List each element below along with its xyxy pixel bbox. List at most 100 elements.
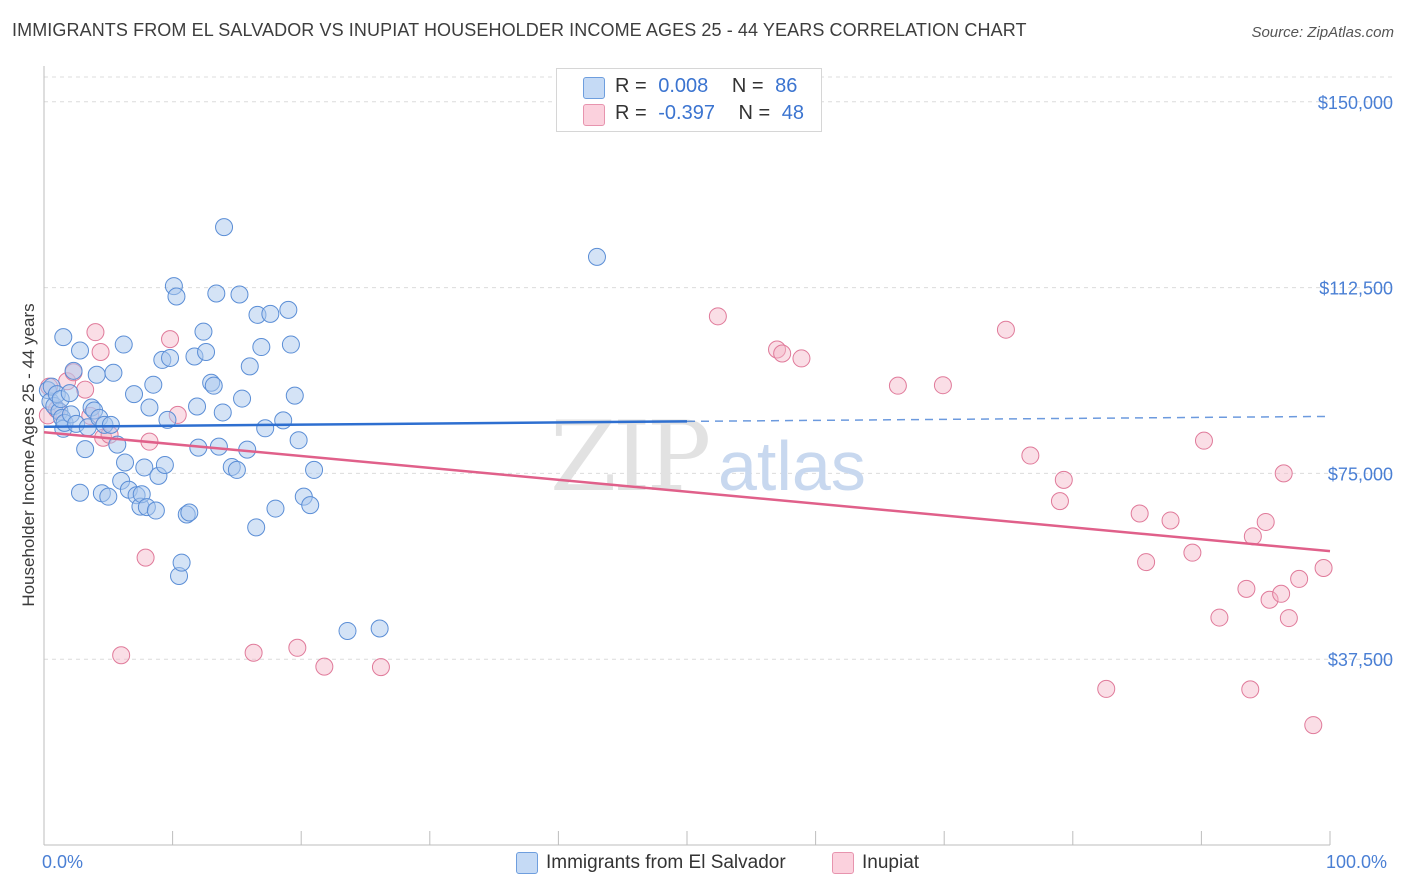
legend-swatch-pink xyxy=(583,104,605,126)
inupiat-point xyxy=(1054,470,1073,489)
el-salvador-point xyxy=(87,365,106,384)
inupiat-point xyxy=(1260,590,1279,609)
el-salvador-point xyxy=(301,496,320,515)
inupiat-point xyxy=(112,646,131,665)
el-salvador-point xyxy=(194,322,213,341)
inupiat-point xyxy=(1210,608,1229,627)
el-salvador-point xyxy=(305,460,324,479)
inupiat-point xyxy=(1314,559,1333,578)
el-salvador-point xyxy=(101,415,120,434)
el-salvador-point xyxy=(338,621,357,640)
el-salvador-point xyxy=(172,553,191,572)
legend-n-value: 86 xyxy=(775,75,798,97)
el-salvador-point xyxy=(104,363,123,382)
el-salvador-point xyxy=(71,341,90,360)
inupiat-point xyxy=(1050,492,1069,511)
inupiat-point xyxy=(1097,679,1116,698)
inupiat-point xyxy=(288,638,307,657)
el-salvador-point xyxy=(215,218,234,237)
el-salvador-point xyxy=(197,342,216,361)
bottom-legend-label: Inupiat xyxy=(862,852,920,873)
bottom-legend-label: Immigrants from El Salvador xyxy=(546,852,786,873)
inupiat-point xyxy=(1279,609,1298,628)
inupiat-point xyxy=(1161,511,1180,530)
inupiat-point xyxy=(1256,512,1275,531)
el-salvador-point xyxy=(140,398,159,417)
correlation-legend: R = 0.008 N = 86 R = -0.397 N = 48 xyxy=(556,68,822,132)
inupiat-trend xyxy=(43,431,1331,553)
trend-lines xyxy=(43,415,1331,553)
source-label: Source: ZipAtlas.com xyxy=(1251,24,1394,41)
el-salvador-point xyxy=(158,410,177,429)
el-salvador-point xyxy=(161,348,180,367)
inupiat-point xyxy=(1194,431,1213,450)
inupiat-point xyxy=(244,643,263,662)
el-salvador-point xyxy=(233,389,252,408)
el-salvador-point xyxy=(274,411,293,430)
chart-title: IMMIGRANTS FROM EL SALVADOR VS INUPIAT H… xyxy=(12,20,1027,40)
y-tick-label: $75,000 xyxy=(1328,464,1393,484)
el-salvador-point xyxy=(71,483,90,502)
el-salvador-point xyxy=(256,419,275,438)
y-tick-labels: $37,500 $75,000 $112,500 $150,000 xyxy=(1318,93,1393,670)
inupiat-point xyxy=(1137,553,1156,572)
el-salvador-point xyxy=(76,440,95,459)
el-salvador-point xyxy=(144,375,163,394)
el-salvador-point xyxy=(289,431,308,450)
inupiat-point xyxy=(996,320,1015,339)
el-salvador-point xyxy=(252,338,271,357)
watermark: ZIP atlas xyxy=(550,401,866,513)
el-salvador-point xyxy=(135,458,154,477)
el-salvador-point xyxy=(279,300,298,319)
inupiat-point xyxy=(1272,584,1291,603)
inupiat-point xyxy=(315,657,334,676)
el-salvador-point xyxy=(64,361,83,380)
inupiat-point xyxy=(1304,716,1323,735)
y-tick-label: $150,000 xyxy=(1318,93,1393,113)
el-salvador-point xyxy=(230,285,249,304)
el-salvador-point xyxy=(281,335,300,354)
inupiat-point xyxy=(792,349,811,368)
inupiat-point xyxy=(1237,579,1256,598)
inupiat-point xyxy=(136,548,155,567)
el-salvador-point xyxy=(188,397,207,416)
y-axis-label: Householder Income Ages 25 - 44 years xyxy=(19,303,38,606)
el-salvador-point xyxy=(167,287,186,306)
el-salvador-trend-dashed xyxy=(686,415,1331,423)
el-salvador-point xyxy=(370,619,389,638)
y-tick-label: $112,500 xyxy=(1319,279,1393,299)
el-salvador-point xyxy=(54,328,73,347)
el-salvador-point xyxy=(180,503,199,522)
axis-layer xyxy=(43,66,1331,846)
el-salvador-point xyxy=(114,335,133,354)
el-salvador-point xyxy=(99,487,118,506)
inupiat-point xyxy=(933,376,952,395)
legend-r-label: R = xyxy=(615,75,647,97)
inupiat-point xyxy=(708,307,727,326)
inupiat-point xyxy=(1290,569,1309,588)
legend-n-value: 48 xyxy=(781,102,805,124)
inupiat-point xyxy=(773,344,792,363)
el-salvador-point xyxy=(213,403,232,422)
legend-n-label: N = xyxy=(738,102,771,124)
el-salvador-point xyxy=(285,386,304,405)
el-salvador-point xyxy=(116,453,135,472)
inupiat-point xyxy=(76,380,95,399)
inupiat-point xyxy=(161,330,180,349)
el-salvador-point xyxy=(247,518,266,537)
watermark-atlas: atlas xyxy=(718,427,866,505)
el-salvador-point xyxy=(227,460,246,479)
inupiat-point xyxy=(1130,504,1149,523)
inupiat-point xyxy=(371,658,390,677)
el-salvador-point xyxy=(587,247,606,266)
inupiat-point xyxy=(86,323,105,342)
el-salvador-point xyxy=(240,357,259,376)
el-salvador-points xyxy=(38,218,606,640)
el-salvador-point xyxy=(261,304,280,323)
inupiat-point xyxy=(91,342,110,361)
el-salvador-point xyxy=(125,385,144,404)
inupiat-point xyxy=(888,376,907,395)
x-tick-label-min: 0.0% xyxy=(42,852,84,872)
el-salvador-point xyxy=(207,284,226,303)
